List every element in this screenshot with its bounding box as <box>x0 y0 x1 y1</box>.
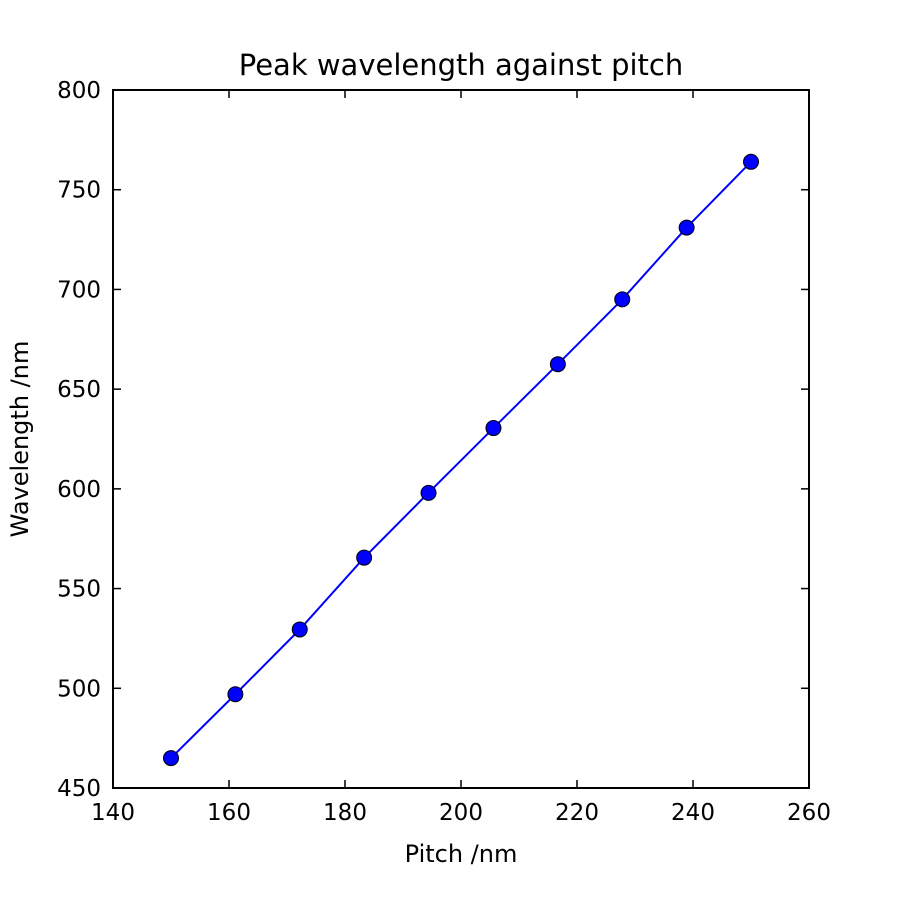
data-point <box>356 549 373 566</box>
plot-series <box>163 153 759 767</box>
x-tick-label: 140 <box>91 800 135 826</box>
y-axis-ticks: 450 500 550 600 650 700 750 800 <box>57 78 809 802</box>
y-tick-label: 700 <box>57 277 101 303</box>
x-tick-label: 260 <box>787 800 831 826</box>
data-point <box>614 291 631 308</box>
x-tick-label: 180 <box>323 800 367 826</box>
plot-frame <box>112 89 810 789</box>
x-tick-label: 160 <box>207 800 251 826</box>
data-point <box>678 219 695 236</box>
x-axis-label: Pitch /nm <box>405 840 518 868</box>
data-point <box>743 153 759 170</box>
y-tick-label: 450 <box>57 776 101 802</box>
data-point <box>227 686 244 703</box>
data-point <box>549 356 566 373</box>
data-point <box>291 621 308 638</box>
x-tick-label: 240 <box>671 800 715 826</box>
y-tick-label: 600 <box>57 477 101 503</box>
series-line <box>170 161 752 759</box>
data-point <box>163 750 179 767</box>
data-point <box>485 420 502 437</box>
x-axis-ticks: 140 160 180 200 220 240 260 <box>91 90 831 826</box>
y-axis-label: Wavelength /nm <box>6 341 34 538</box>
y-tick-label: 500 <box>57 676 101 702</box>
data-point <box>420 484 437 501</box>
y-tick-label: 550 <box>57 577 101 603</box>
y-tick-label: 650 <box>57 377 101 403</box>
chart-title: Peak wavelength against pitch <box>239 48 683 82</box>
y-tick-label: 800 <box>57 78 101 104</box>
x-tick-label: 200 <box>439 800 483 826</box>
y-tick-label: 750 <box>57 178 101 204</box>
x-tick-label: 220 <box>555 800 599 826</box>
